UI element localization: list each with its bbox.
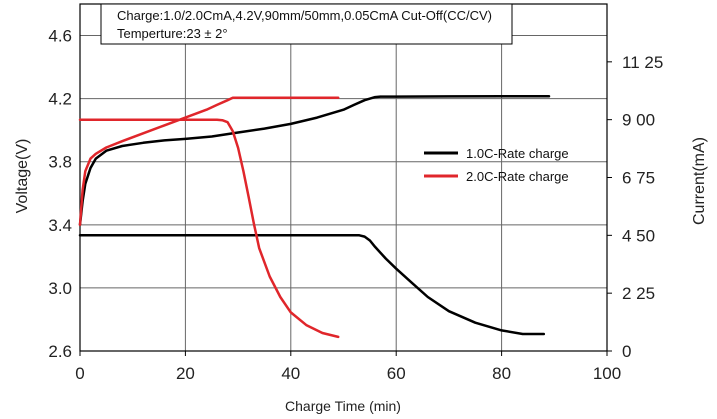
y-right-tick-label: 2 25 <box>622 284 655 303</box>
legend: 1.0C-Rate charge 2.0C-Rate charge <box>424 146 569 184</box>
x-tick-label: 40 <box>281 364 300 383</box>
series-1c-voltage-line <box>78 95 551 227</box>
x-tick-label: 20 <box>176 364 195 383</box>
y-left-tick-label: 3.4 <box>48 216 72 235</box>
series-2c-voltage-line <box>78 96 340 227</box>
x-axis-title: Charge Time (min) <box>285 398 401 414</box>
y-right-tick-label: 0 <box>622 342 631 361</box>
y-right-tick-label: 4 50 <box>622 226 655 245</box>
y-left-tick-label: 3.8 <box>48 153 72 172</box>
annotation-line-2: Temperture:23 ± 2° <box>117 26 228 41</box>
series-2c-current-line <box>78 118 340 339</box>
x-tick-label: 60 <box>387 364 406 383</box>
x-tick-label: 80 <box>492 364 511 383</box>
y-axis-title-left: Voltage(V) <box>14 139 31 214</box>
y-left-tick-label: 4.2 <box>48 90 72 109</box>
y-right-tick-label: 11 25 <box>622 53 663 72</box>
tick-labels: 0 20 40 60 80 100 2.6 3.0 3.4 3.8 4.2 4.6 0 2 25 4 50 6… <box>48 27 663 383</box>
annotation-line-1: Charge:1.0/2.0CmA,4.2V,90mm/50mm,0.05CmA… <box>117 8 492 23</box>
series-1c-current-line <box>78 234 546 336</box>
y-right-tick-label: 9 00 <box>622 111 655 130</box>
y-left-tick-label: 4.6 <box>48 27 72 46</box>
y-left-tick-label: 3.0 <box>48 279 72 298</box>
legend-label-2c: 2.0C-Rate charge <box>466 169 569 184</box>
series-layer <box>78 95 551 339</box>
annotation-box: Charge:1.0/2.0CmA,4.2V,90mm/50mm,0.05CmA… <box>100 3 513 45</box>
y-left-tick-label: 2.6 <box>48 342 72 361</box>
y-axis-title-right: Current(mA) <box>691 137 708 225</box>
x-tick-label: 0 <box>75 364 84 383</box>
legend-label-1c: 1.0C-Rate charge <box>466 146 569 161</box>
x-tick-label: 100 <box>593 364 621 383</box>
y-right-tick-label: 6 75 <box>622 169 655 188</box>
